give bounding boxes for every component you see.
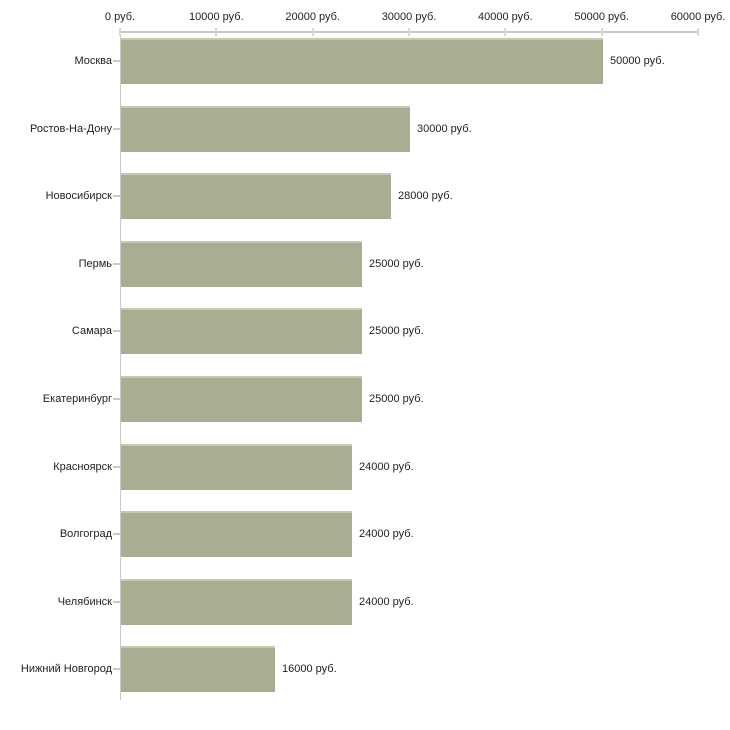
x-tick-mark [697, 28, 699, 36]
x-tick-mark [215, 28, 218, 36]
y-axis-line [120, 31, 121, 700]
y-tick-mark [113, 195, 120, 197]
bar [121, 579, 352, 625]
x-tick-mark [600, 28, 603, 36]
bar-value-label: 28000 руб. [398, 190, 453, 202]
x-tick-label: 20000 руб. [285, 11, 340, 23]
x-tick-mark [311, 28, 314, 36]
category-label: Ростов-На-Дону [29, 123, 112, 135]
x-tick-label: 40000 руб. [478, 11, 533, 23]
bar [121, 376, 362, 422]
x-tick-label: 10000 руб. [189, 11, 244, 23]
bar-value-label: 24000 руб. [359, 528, 414, 540]
x-tick-mark [119, 28, 121, 36]
bar-value-label: 24000 руб. [359, 596, 414, 608]
category-label: Пермь [78, 258, 112, 270]
bar [121, 38, 603, 84]
x-tick-mark [504, 28, 507, 36]
category-label: Новосибирск [45, 190, 112, 202]
category-label: Екатеринбург [42, 393, 112, 405]
bar [121, 646, 275, 692]
bar-value-label: 16000 руб. [282, 663, 337, 675]
y-tick-mark [113, 533, 120, 535]
bar [121, 106, 410, 152]
bar-value-label: 25000 руб. [369, 325, 424, 337]
y-tick-mark [113, 398, 120, 400]
y-tick-mark [113, 668, 120, 670]
category-label: Волгоград [59, 528, 112, 540]
x-tick-label: 30000 руб. [381, 11, 437, 23]
x-tick-label: 0 руб. [104, 11, 136, 23]
y-tick-mark [113, 263, 120, 265]
bar-value-label: 25000 руб. [369, 393, 424, 405]
y-tick-mark [113, 128, 120, 130]
category-label: Нижний Новгород [20, 663, 112, 675]
y-tick-mark [113, 601, 120, 603]
bar [121, 173, 391, 219]
x-tick-label: 60000 руб. [670, 11, 726, 23]
bar [121, 308, 362, 354]
bar [121, 241, 362, 287]
bar-value-label: 50000 руб. [610, 55, 665, 67]
bar-value-label: 25000 руб. [369, 258, 424, 270]
bar-value-label: 30000 руб. [417, 123, 472, 135]
category-label: Красноярск [53, 461, 112, 473]
bar [121, 511, 352, 557]
category-label: Москва [74, 55, 112, 67]
y-tick-mark [113, 60, 120, 62]
category-label: Самара [71, 325, 112, 337]
bar-value-label: 24000 руб. [359, 461, 414, 473]
category-label: Челябинск [57, 596, 112, 608]
x-tick-label: 50000 руб. [574, 11, 629, 23]
y-tick-mark [113, 330, 120, 332]
y-tick-mark [113, 466, 120, 468]
x-tick-mark [408, 28, 410, 36]
bar [121, 444, 352, 490]
